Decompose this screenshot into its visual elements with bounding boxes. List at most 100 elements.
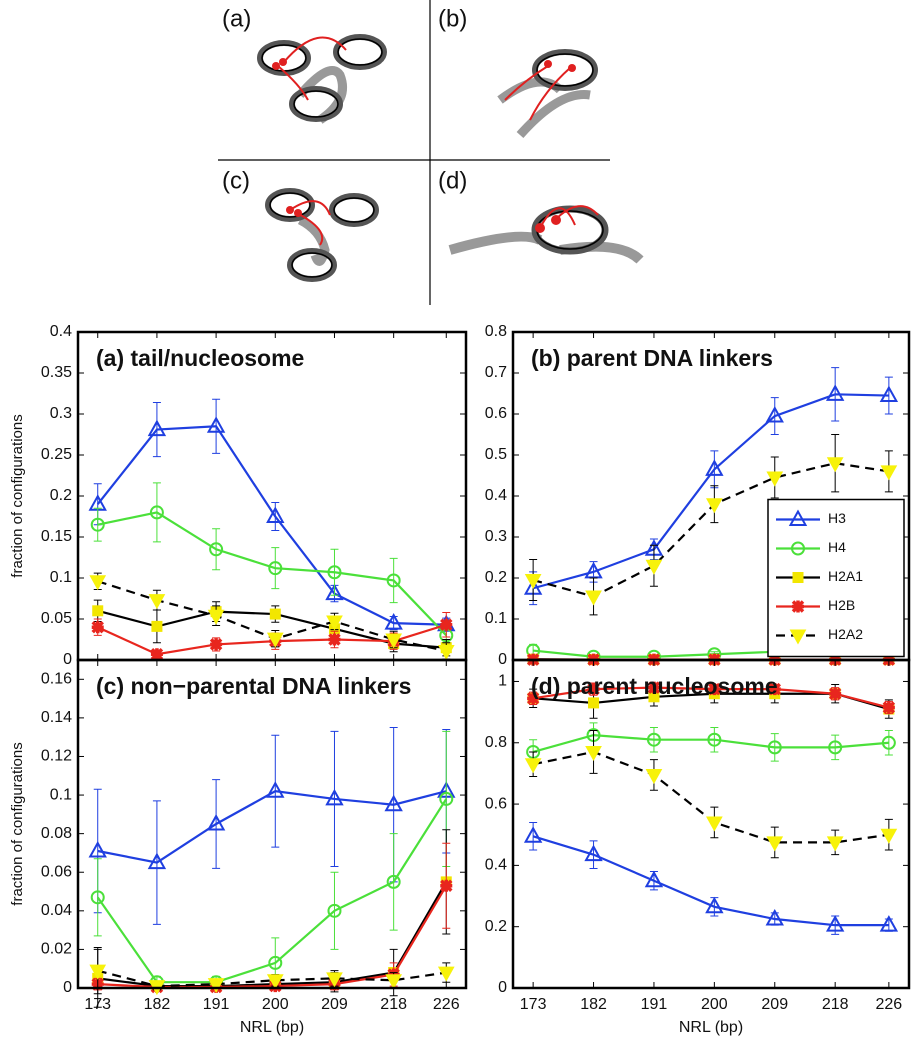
marker bbox=[327, 903, 342, 918]
marker bbox=[151, 620, 163, 632]
y-tick-label: 0.1 bbox=[50, 786, 72, 803]
marker bbox=[326, 972, 343, 988]
marker bbox=[828, 687, 842, 700]
x-tick-label: 191 bbox=[203, 996, 230, 1013]
chart-title: (b) parent DNA linkers bbox=[531, 345, 773, 371]
marker bbox=[209, 638, 223, 651]
marker bbox=[708, 682, 721, 696]
marker bbox=[584, 561, 603, 579]
x-tick-label: 191 bbox=[641, 996, 668, 1013]
marker bbox=[791, 600, 805, 613]
x-axis-label: NRL (bp) bbox=[240, 1019, 304, 1036]
y-tick-label: 0.1 bbox=[50, 569, 72, 586]
marker bbox=[792, 572, 804, 583]
series-line bbox=[532, 750, 890, 844]
y-tick-label: 0.6 bbox=[485, 405, 507, 422]
marker bbox=[268, 561, 283, 576]
marker bbox=[645, 559, 663, 575]
marker bbox=[705, 459, 724, 476]
legend-label: H4 bbox=[828, 539, 846, 555]
marker bbox=[148, 594, 166, 610]
plot-frame bbox=[76, 658, 468, 990]
y-tick-label: 0.02 bbox=[41, 941, 72, 958]
marker bbox=[766, 836, 784, 852]
x-tick-label: 200 bbox=[701, 996, 728, 1013]
marker bbox=[90, 890, 105, 905]
legend-label: H2A2 bbox=[828, 626, 863, 642]
y-tick-label: 0.7 bbox=[485, 364, 507, 381]
series-line bbox=[532, 393, 889, 590]
marker bbox=[147, 419, 167, 437]
y-tick-label: 0.3 bbox=[50, 405, 72, 422]
marker bbox=[526, 692, 540, 705]
marker bbox=[646, 732, 661, 747]
marker bbox=[765, 405, 784, 423]
schematic: (a) (b) (c) (d) bbox=[218, 0, 644, 305]
x-tick-label: 218 bbox=[380, 996, 407, 1013]
marker bbox=[90, 517, 105, 532]
marker bbox=[587, 682, 600, 696]
y-tick-label: 0.25 bbox=[41, 446, 72, 463]
marker bbox=[706, 816, 723, 832]
nucleosome-a bbox=[257, 34, 387, 124]
y-tick-label: 0.06 bbox=[41, 863, 72, 880]
marker bbox=[88, 840, 107, 858]
error-bar bbox=[93, 858, 102, 937]
panel-label: (d) bbox=[438, 167, 467, 194]
marker bbox=[89, 964, 107, 980]
marker bbox=[91, 620, 104, 634]
series-line bbox=[97, 790, 447, 864]
marker bbox=[266, 632, 284, 648]
x-tick-label: 209 bbox=[321, 996, 348, 1013]
series bbox=[93, 482, 451, 645]
y-tick-label: 0.16 bbox=[41, 671, 72, 688]
y-tick-label: 0.04 bbox=[41, 902, 72, 919]
marker bbox=[828, 740, 843, 755]
marker bbox=[326, 615, 343, 631]
y-tick-label: 0.1 bbox=[485, 610, 507, 627]
marker bbox=[266, 974, 284, 990]
series-line bbox=[96, 425, 447, 626]
y-tick-label: 0.8 bbox=[485, 323, 507, 340]
x-axis-label: NRL (bp) bbox=[679, 1019, 743, 1036]
marker bbox=[439, 791, 454, 806]
marker bbox=[92, 605, 104, 617]
marker bbox=[826, 836, 844, 852]
marker bbox=[523, 826, 543, 843]
marker bbox=[440, 879, 453, 892]
marker bbox=[791, 541, 805, 556]
marker bbox=[788, 509, 808, 526]
marker bbox=[879, 915, 899, 932]
marker bbox=[268, 955, 283, 970]
y-tick-label: 0.35 bbox=[41, 364, 72, 381]
y-axis-label: fraction of configurations bbox=[9, 742, 26, 905]
nucleosome-c bbox=[265, 188, 379, 282]
marker bbox=[647, 681, 661, 694]
y-axis-label: fraction of configurations bbox=[9, 414, 26, 577]
marker bbox=[150, 648, 164, 661]
marker bbox=[437, 644, 455, 661]
y-tick-label: 0.12 bbox=[41, 748, 72, 765]
marker bbox=[386, 573, 401, 588]
marker bbox=[880, 465, 898, 481]
marker bbox=[384, 794, 403, 812]
marker bbox=[765, 908, 784, 926]
y-tick-label: 0.4 bbox=[50, 323, 72, 340]
y-tick-label: 1 bbox=[498, 673, 507, 690]
y-tick-label: 0.15 bbox=[41, 528, 72, 545]
y-tick-label: 0.8 bbox=[485, 734, 507, 751]
legend-label: H2A1 bbox=[828, 568, 863, 584]
y-tick-label: 0.5 bbox=[485, 446, 507, 463]
legend-label: H2B bbox=[828, 597, 855, 613]
marker bbox=[707, 732, 722, 747]
marker bbox=[524, 758, 542, 774]
y-tick-label: 0.4 bbox=[485, 487, 507, 504]
marker bbox=[880, 828, 898, 844]
marker bbox=[789, 629, 807, 645]
error-bar bbox=[93, 507, 102, 542]
marker bbox=[648, 691, 660, 703]
marker bbox=[437, 966, 455, 982]
marker bbox=[89, 575, 107, 591]
